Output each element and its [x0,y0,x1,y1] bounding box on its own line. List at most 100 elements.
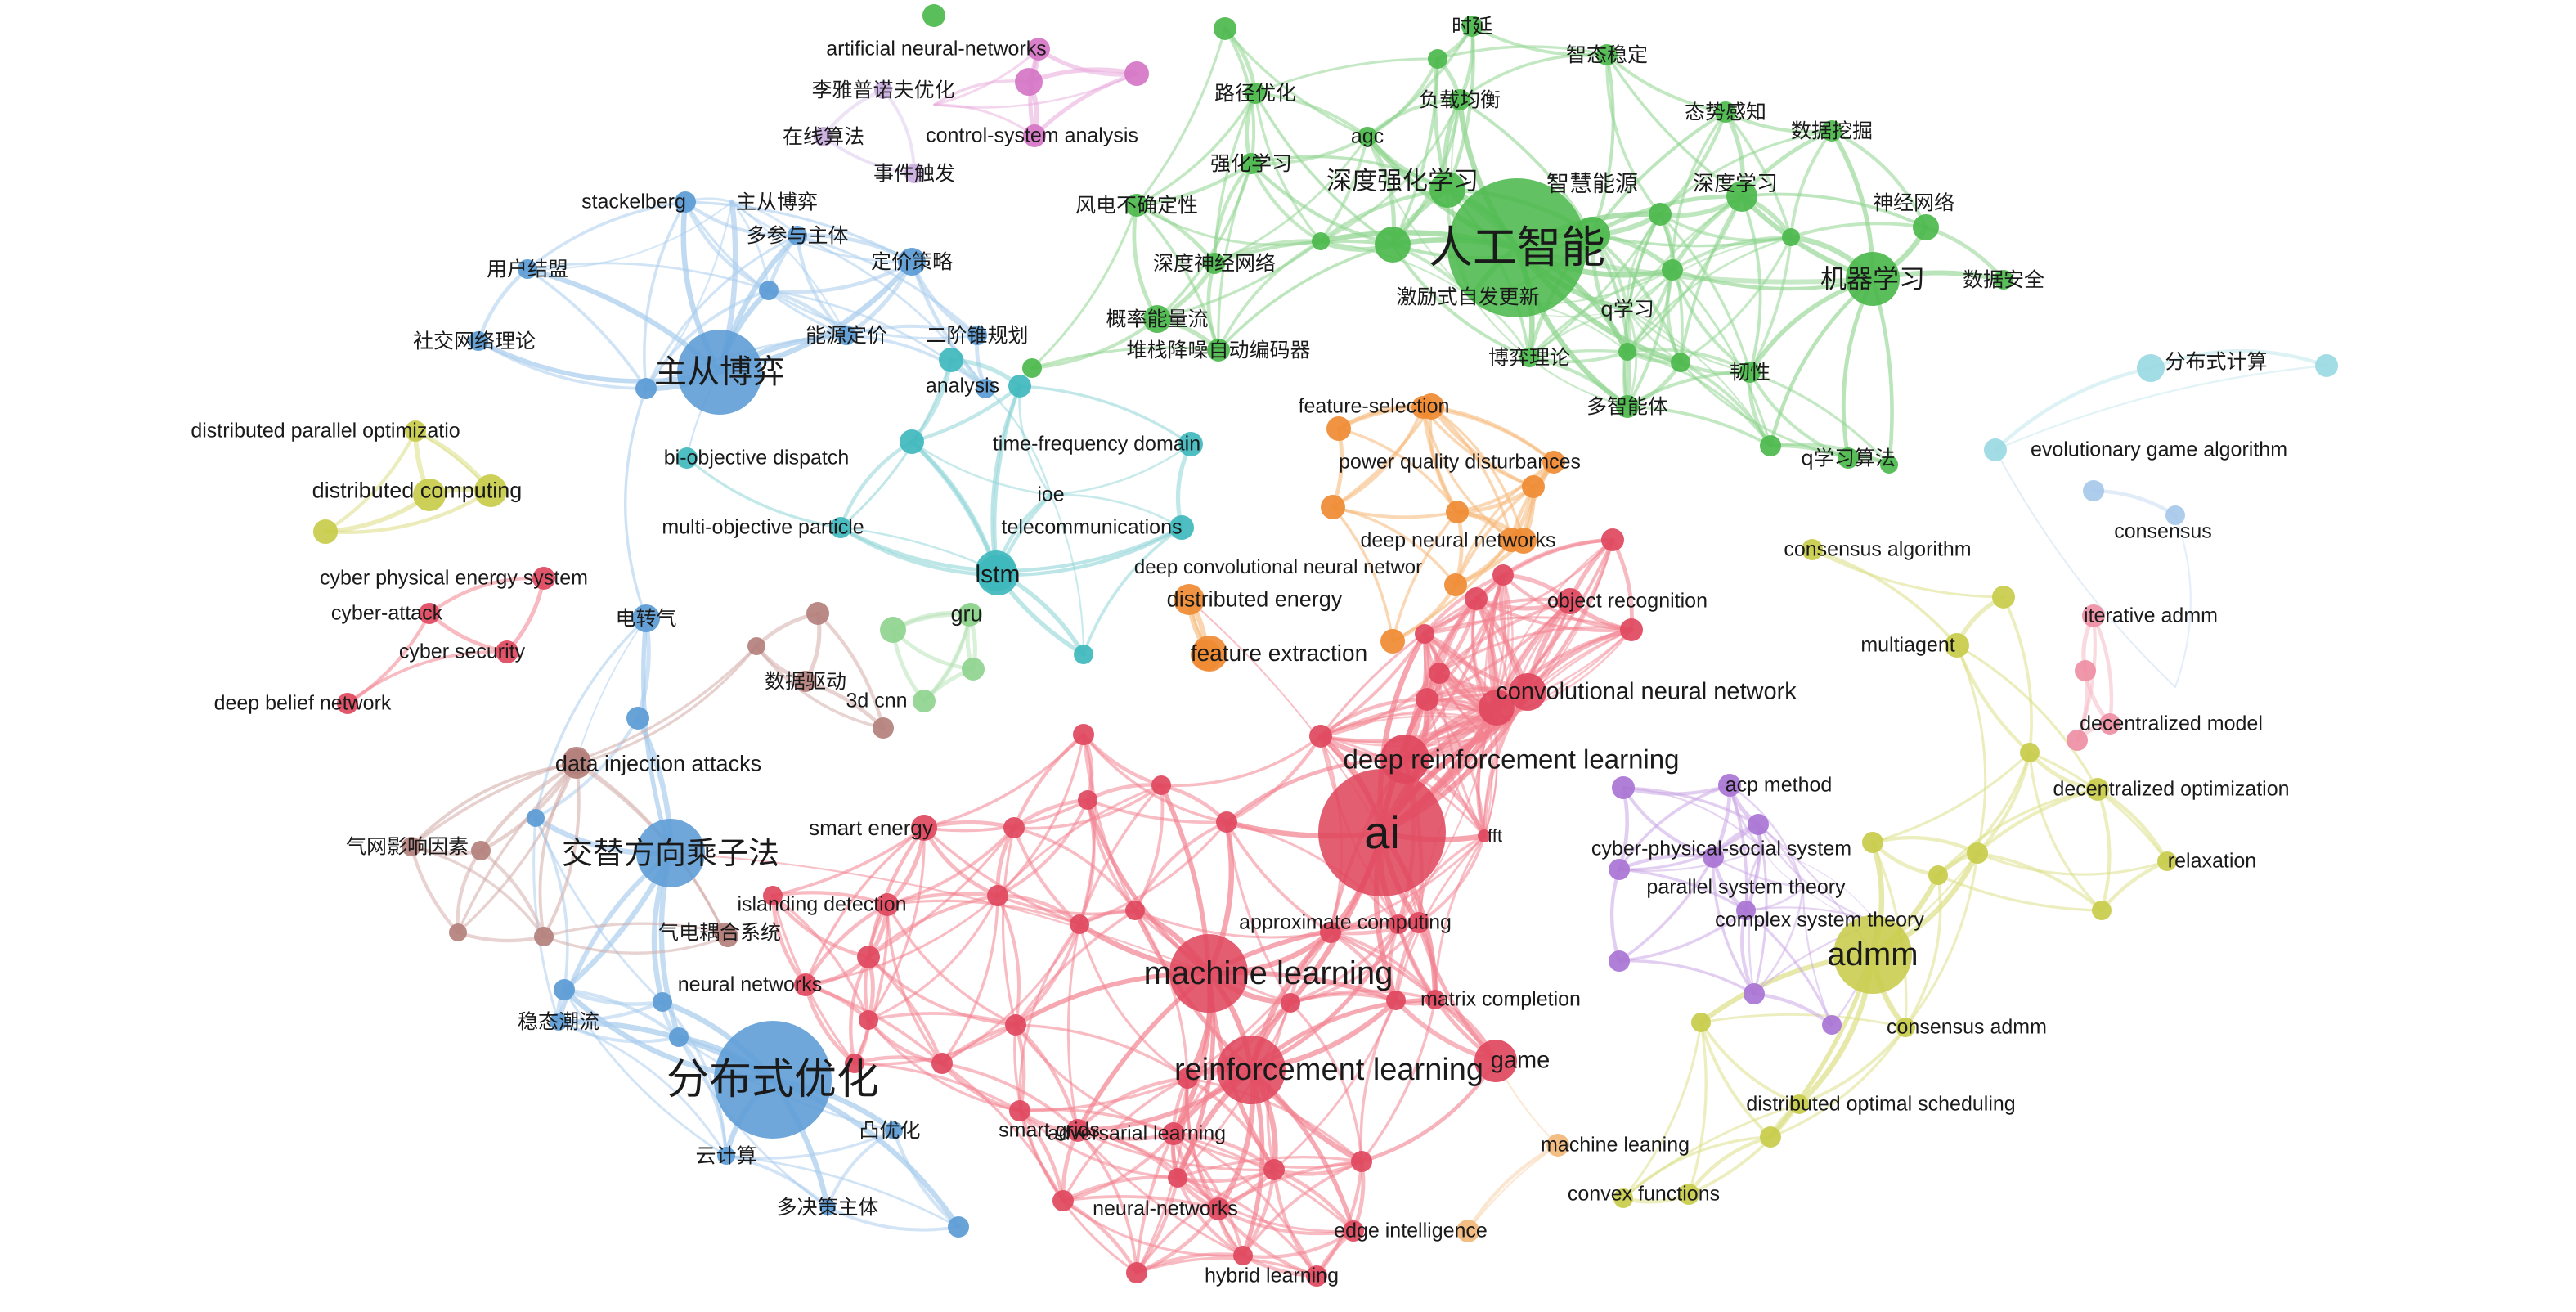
graph-node-labeled[interactable] [1217,1036,1286,1104]
graph-node-labeled[interactable] [1408,912,1429,933]
graph-node-labeled[interactable] [1245,83,1266,104]
graph-node-labeled[interactable] [419,603,440,624]
graph-node[interactable] [1671,353,1690,372]
graph-node-labeled[interactable] [959,603,982,626]
graph-node-labeled[interactable] [1478,829,1491,842]
graph-node-labeled[interactable] [977,555,1018,595]
graph-node[interactable] [1691,1013,1711,1032]
graph-node-labeled[interactable] [1318,769,1446,896]
graph-node-labeled[interactable] [1510,528,1537,554]
graph-node[interactable] [1312,232,1330,250]
graph-node-labeled[interactable] [1241,153,1262,174]
graph-node-labeled[interactable] [632,604,660,632]
graph-node[interactable] [976,379,995,398]
graph-node-labeled[interactable] [967,326,987,345]
graph-node-labeled[interactable] [636,819,705,887]
graph-node-labeled[interactable] [2157,851,2177,871]
graph-node[interactable] [1320,922,1341,943]
graph-node-labeled[interactable] [1546,1134,1569,1157]
graph-node[interactable] [1967,842,1988,864]
graph-node[interactable] [1052,1190,1074,1211]
graph-node[interactable] [1429,663,1450,684]
graph-node[interactable] [2067,730,2088,751]
graph-node[interactable] [2137,354,2165,382]
graph-node[interactable] [1078,790,1097,810]
graph-node[interactable] [1416,688,1438,711]
graph-node-labeled[interactable] [1380,735,1429,784]
graph-node[interactable] [1070,914,1089,934]
graph-node[interactable] [1415,624,1434,644]
graph-node-labeled[interactable] [714,1021,832,1139]
graph-node-labeled[interactable] [1896,1018,1915,1037]
graph-node[interactable] [1862,832,1883,853]
graph-node-labeled[interactable] [1207,339,1230,362]
graph-node-labeled[interactable] [2086,778,2109,801]
graph-node[interactable] [1613,1188,1633,1208]
graph-node[interactable] [1649,203,1672,226]
graph-node[interactable] [449,923,467,941]
graph-node[interactable] [857,946,880,968]
graph-node-labeled[interactable] [676,447,698,469]
graph-node-labeled[interactable] [1178,432,1203,456]
graph-node-labeled[interactable] [904,164,924,183]
graph-node-labeled[interactable] [1380,629,1405,654]
graph-node[interactable] [1309,725,1332,748]
graph-node-labeled[interactable] [1557,588,1583,614]
graph-node-labeled[interactable] [1726,181,1757,212]
graph-node[interactable] [1003,817,1025,838]
graph-node-labeled[interactable] [830,517,851,538]
graph-node[interactable] [413,479,446,511]
graph-node-labeled[interactable] [837,326,856,345]
graph-node-labeled[interactable] [1023,124,1046,147]
graph-node-labeled[interactable] [1418,393,1444,420]
graph-node[interactable] [922,4,945,27]
graph-node[interactable] [669,1027,689,1047]
graph-node[interactable] [1009,1100,1030,1121]
graph-node[interactable] [313,519,338,544]
graph-node[interactable] [1760,435,1781,456]
graph-node[interactable] [1465,587,1488,610]
graph-node[interactable] [763,886,783,905]
graph-node-labeled[interactable] [1429,172,1465,208]
graph-node-labeled[interactable] [1008,375,1031,398]
graph-node-labeled[interactable] [518,259,537,279]
graph-node-labeled[interactable] [1207,1197,1230,1220]
graph-node[interactable] [1880,456,1898,474]
graph-node[interactable] [845,1054,864,1073]
graph-node[interactable] [626,707,649,730]
graph-node[interactable] [2092,901,2112,920]
graph-node-labeled[interactable] [1574,217,1610,253]
graph-node[interactable] [1522,475,1545,498]
graph-node[interactable] [900,429,924,454]
graph-node-labeled[interactable] [1425,990,1445,1009]
graph-node[interactable] [1744,983,1765,1004]
graph-node-labeled[interactable] [1802,539,1823,560]
graph-node[interactable] [653,992,672,1012]
graph-node[interactable] [1386,991,1406,1010]
graph-node-labeled[interactable] [1456,1220,1479,1242]
graph-node[interactable] [1782,228,1800,246]
graph-node-labeled[interactable] [911,815,937,841]
graph-node[interactable] [939,348,963,372]
graph-node[interactable] [1281,993,1300,1013]
graph-node-labeled[interactable] [885,1121,903,1139]
graph-node[interactable] [1992,586,2015,609]
graph-node-labeled[interactable] [1596,44,1618,65]
graph-node-labeled[interactable] [2315,354,2338,377]
graph-node-labeled[interactable] [795,671,816,692]
graph-node-labeled[interactable] [532,567,555,590]
graph-node-labeled[interactable] [1833,915,1912,994]
graph-node-labeled[interactable] [1509,673,1546,711]
graph-node[interactable] [1492,564,1514,586]
graph-node[interactable] [1703,847,1724,868]
graph-node-labeled[interactable] [1984,438,2007,461]
graph-node-labeled[interactable] [874,81,892,99]
graph-node-labeled[interactable] [1204,253,1225,274]
graph-node[interactable] [1444,573,1467,596]
graph-node-labeled[interactable] [469,331,488,351]
graph-node-labeled[interactable] [1994,270,2013,290]
graph-node[interactable] [1736,901,1756,920]
graph-node[interactable] [1005,1014,1026,1036]
graph-node[interactable] [1015,68,1043,96]
graph-node[interactable] [1479,690,1515,726]
